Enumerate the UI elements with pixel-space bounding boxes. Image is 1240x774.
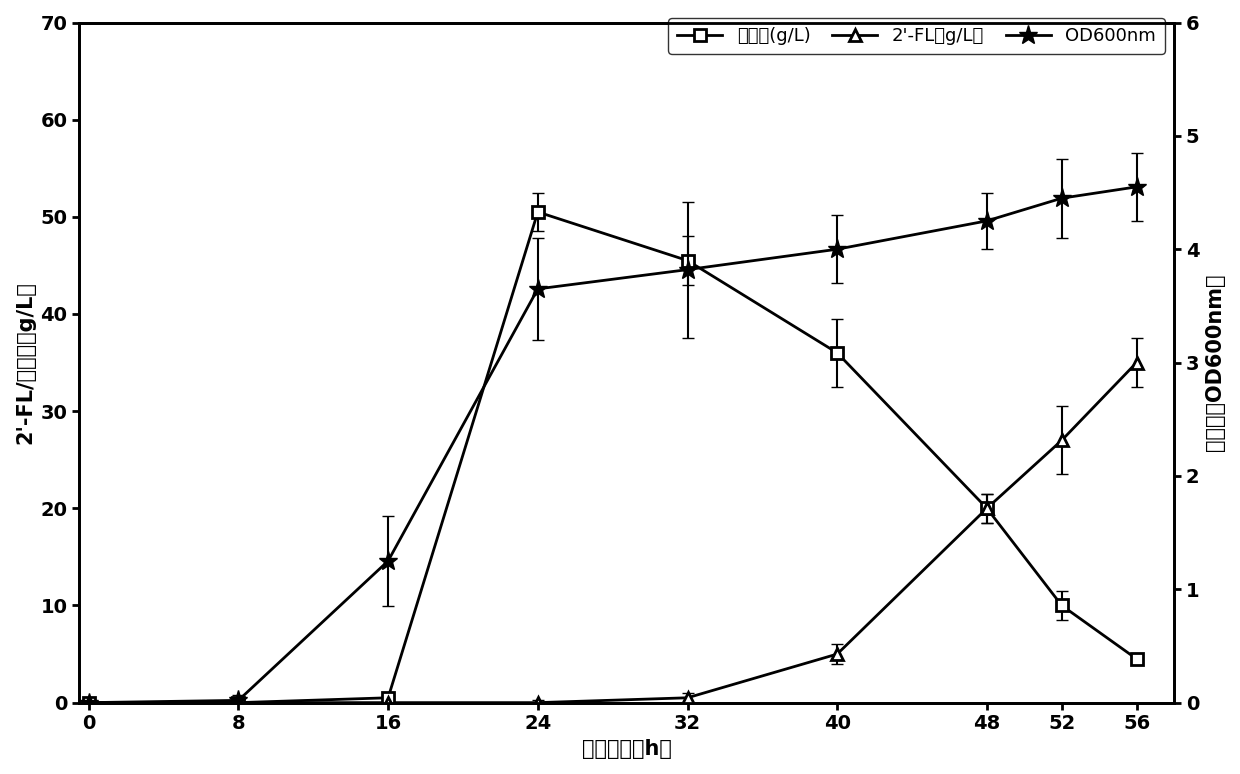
X-axis label: 发酵时间（h）: 发酵时间（h）: [582, 739, 672, 759]
Y-axis label: 2'-FL/乳糖量（g/L）: 2'-FL/乳糖量（g/L）: [15, 281, 35, 444]
Y-axis label: 菌体量（OD600nm）: 菌体量（OD600nm）: [1205, 274, 1225, 451]
Legend: 乳糖量(g/L), 2'-FL（g/L）, OD600nm: 乳糖量(g/L), 2'-FL（g/L）, OD600nm: [668, 18, 1166, 54]
